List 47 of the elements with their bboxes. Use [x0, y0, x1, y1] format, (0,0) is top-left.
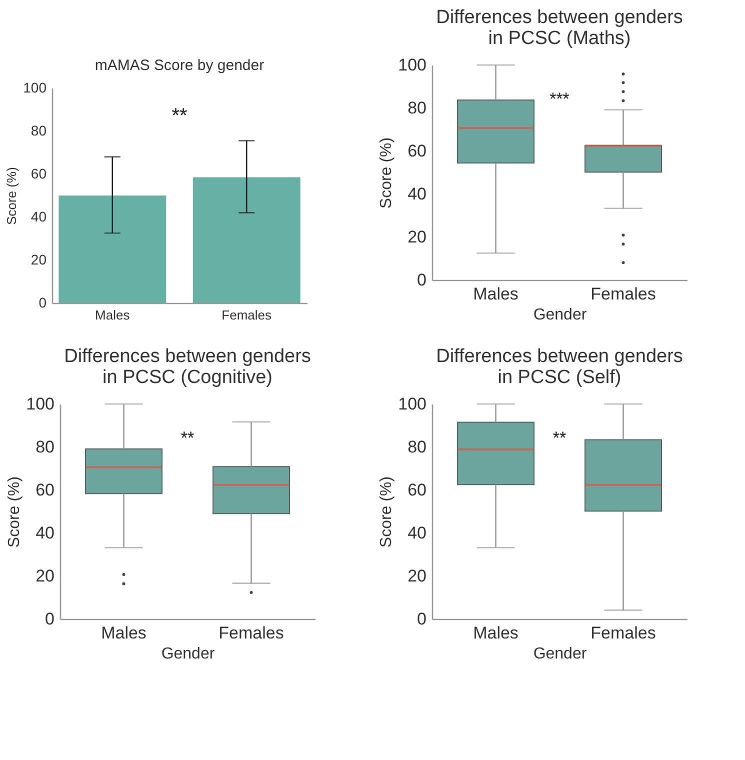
y-tick-label: 80 [36, 438, 54, 456]
y-tick-label: 40 [408, 184, 426, 204]
x-axis-title: Gender [161, 646, 216, 662]
y-tick-label: 80 [30, 122, 47, 138]
y-tick-label: 60 [36, 480, 54, 500]
y-tick-label: 60 [408, 142, 426, 160]
y-tick-label: 20 [30, 252, 47, 268]
x-tick-label: Females [218, 624, 284, 642]
y-tick-label: 0 [38, 294, 47, 310]
x-tick-label: Males [101, 624, 146, 642]
x-tick-label: Females [222, 308, 272, 322]
y-tick-label: 60 [30, 166, 47, 182]
y-tick-label: 0 [45, 610, 54, 628]
y-tick-label: 0 [417, 610, 426, 628]
annotation: ** [172, 104, 188, 127]
y-axis-title: Score (%) [4, 167, 20, 225]
y-tick-label: 100 [23, 80, 47, 96]
y-tick-label: 100 [398, 394, 426, 414]
x-axis-title: Gender [533, 646, 588, 662]
y-axis-title: Score (%) [6, 476, 24, 548]
annotation: ** [552, 428, 566, 448]
y-tick-label: 100 [26, 394, 54, 414]
x-tick-label: Females [590, 284, 656, 304]
y-tick-label: 40 [36, 524, 54, 542]
y-tick-label: 20 [408, 566, 426, 586]
y-tick-label: 20 [36, 566, 54, 586]
y-axis-title: Score (%) [378, 476, 396, 548]
annotation: ** [180, 428, 194, 448]
y-tick-label: 40 [408, 524, 426, 542]
y-tick-label: 100 [398, 56, 426, 74]
x-tick-label: Males [473, 624, 518, 642]
y-tick-label: 20 [408, 228, 426, 246]
y-tick-label: 80 [408, 98, 426, 118]
chart-title: Differences between genders in PCSC (Maths) [436, 7, 683, 49]
chart-title: Differences between genders in PCSC (Cognitive) [64, 346, 311, 388]
y-tick-label: 80 [408, 438, 426, 456]
y-tick-label: 60 [408, 480, 426, 500]
chart-title: mAMAS Score by gender [94, 57, 264, 74]
y-tick-label: 40 [30, 208, 47, 224]
x-tick-label: Males [95, 308, 130, 322]
chart-title: Differences between genders in PCSC (Self) [436, 346, 683, 388]
x-axis-title: Gender [533, 306, 588, 324]
y-tick-label: 0 [417, 270, 426, 290]
x-tick-label: Males [473, 284, 518, 304]
x-tick-label: Females [590, 624, 656, 642]
annotation: *** [550, 89, 570, 108]
y-axis-title: Score (%) [378, 137, 396, 209]
